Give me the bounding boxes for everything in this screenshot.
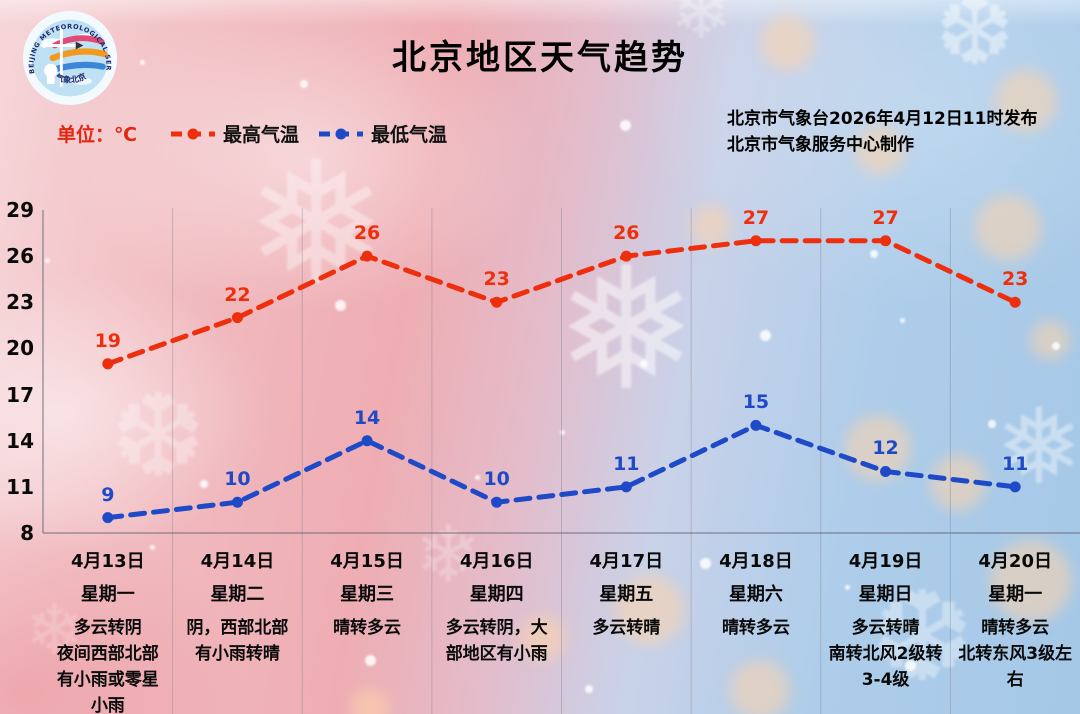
max-temp-value: 26 <box>613 222 640 245</box>
weekday-label: 星期日 <box>858 584 913 605</box>
date-label: 4月15日 <box>330 551 404 572</box>
max-temp-value: 22 <box>224 283 251 306</box>
y-axis-tick: 23 <box>6 290 34 315</box>
date-label: 4月18日 <box>719 551 793 572</box>
min-temp-line <box>105 422 1018 521</box>
min-temp-point <box>491 496 503 508</box>
date-label: 4月16日 <box>459 551 534 572</box>
max-temp-value: 19 <box>94 329 122 352</box>
max-temp-point <box>491 296 503 308</box>
max-temp-value: 27 <box>742 206 770 229</box>
weather-forecast-label: 阴，西部北部 有小雨转晴 <box>186 618 289 664</box>
min-temp-value: 10 <box>483 468 510 491</box>
max-temp-point <box>750 235 762 247</box>
max-temp-point <box>231 312 243 324</box>
min-temp-value: 9 <box>101 483 115 506</box>
y-axis-tick: 20 <box>6 336 34 361</box>
date-label: 4月20日 <box>978 551 1052 572</box>
min-temp-point <box>231 496 243 508</box>
y-axis-tick: 17 <box>6 382 34 407</box>
max-temp-value: 26 <box>353 222 381 245</box>
issuer-line2: 北京市气象服务中心制作 <box>727 135 914 155</box>
min-temp-point <box>102 512 114 524</box>
logo-swoosh-red <box>51 35 105 49</box>
min-temp-value: 11 <box>1001 452 1029 475</box>
logo-bottom-text: 气象北京 <box>54 71 88 85</box>
max-temp-value: 23 <box>1001 268 1029 291</box>
y-axis-tick: 14 <box>6 428 34 453</box>
weather-forecast-label: 多云转阴，大 部地区有小雨 <box>445 618 548 664</box>
max-temp-point <box>620 250 632 262</box>
date-label: 4月14日 <box>200 551 275 572</box>
weather-forecast-label: 多云转晴 <box>592 618 661 638</box>
y-axis-tick: 8 <box>20 521 34 545</box>
max-temp-value: 27 <box>872 206 899 229</box>
min-temp-value: 14 <box>353 406 381 429</box>
issuer-line1: 北京市气象台2026年4月12日11时发布 <box>727 109 1038 129</box>
weekday-label: 星期五 <box>599 584 654 605</box>
max-temp-point <box>1009 296 1021 308</box>
max-temp-line <box>105 238 1018 367</box>
weather-forecast-label: 多云转晴 南转北风2级转 3-4级 <box>828 618 943 690</box>
weather-forecast-label: 晴转多云 <box>721 618 790 638</box>
min-temp-point <box>620 481 632 493</box>
min-temp-point <box>361 435 373 447</box>
min-temp-line-swatch <box>319 128 363 139</box>
min-temp-value: 12 <box>872 437 899 460</box>
weekday-label: 星期六 <box>728 584 783 605</box>
beijing-meteorological-service-logo: BEIJING METEOROLOGICAL SERVICE 气象北京 <box>22 10 118 106</box>
weekday-label: 星期四 <box>469 584 524 605</box>
date-label: 4月13日 <box>71 551 145 572</box>
issuer-info: 北京市气象台2026年4月12日11时发布 北京市气象服务中心制作 <box>727 106 1037 158</box>
max-temp-point <box>880 235 892 247</box>
logo-swoosh-orange <box>49 48 108 62</box>
legend-min-temp-label: 最低气温 <box>371 124 448 146</box>
weather-forecast-label: 多云转阴 夜间西部北部 有小雨或零星 小雨 <box>56 618 159 714</box>
unit-label: 单位：℃ <box>57 124 138 146</box>
weather-forecast-label: 晴转多云 北转东风3级左 右 <box>958 618 1073 690</box>
date-label: 4月19日 <box>848 551 923 572</box>
max-temp-point <box>361 250 373 262</box>
max-temp-point <box>102 358 114 370</box>
weekday-label: 星期二 <box>210 584 265 605</box>
weekday-label: 星期一 <box>80 584 135 605</box>
date-label: 4月17日 <box>589 551 664 572</box>
y-axis-tick: 26 <box>6 244 34 269</box>
min-temp-point <box>750 419 762 431</box>
min-temp-value: 10 <box>224 468 251 491</box>
min-temp-value: 15 <box>742 391 770 414</box>
min-temp-point <box>880 465 892 477</box>
weather-forecast-label: 晴转多云 <box>333 618 402 638</box>
legend-max-temp-label: 最高气温 <box>223 124 300 146</box>
weekday-label: 星期三 <box>340 584 395 605</box>
page-title: 北京地区天气趋势 <box>392 38 688 78</box>
logo-radar-dome <box>44 63 58 78</box>
y-axis-tick: 29 <box>6 198 34 222</box>
max-temp-line-swatch <box>171 128 215 139</box>
min-temp-point <box>1009 481 1021 493</box>
y-axis-tick: 11 <box>6 474 34 499</box>
max-temp-value: 23 <box>483 268 510 291</box>
legend-max-temp: 最高气温 <box>170 120 299 147</box>
min-temp-value: 11 <box>613 452 640 475</box>
legend-min-temp: 最低气温 <box>318 120 447 147</box>
weekday-label: 星期一 <box>988 584 1043 605</box>
